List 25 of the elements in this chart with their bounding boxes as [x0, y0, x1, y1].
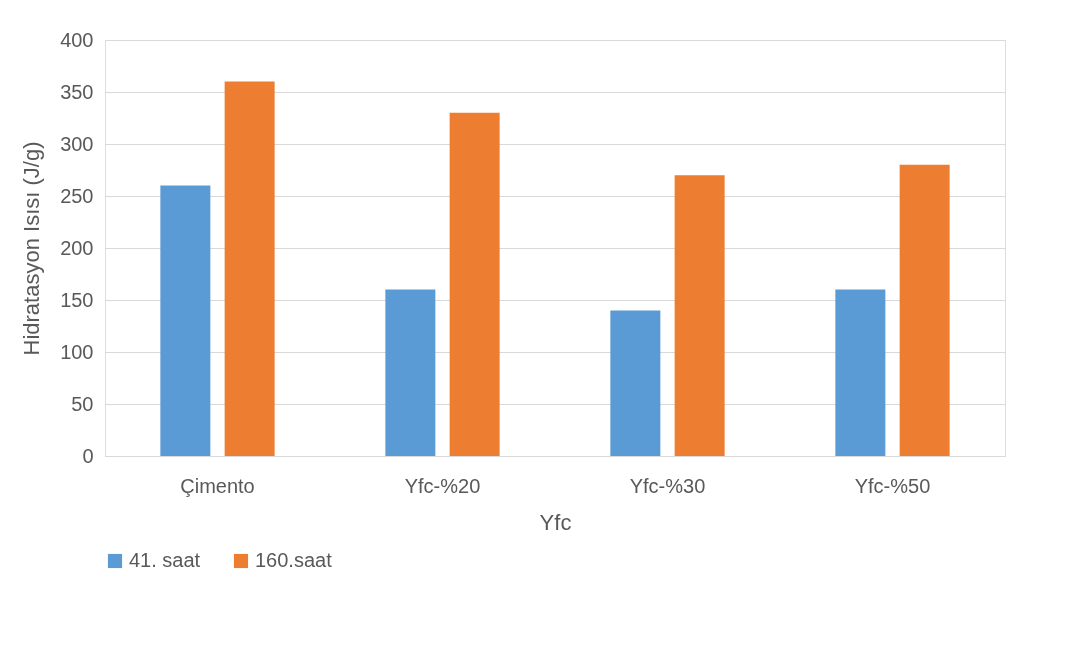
- x-tick-label: Yfc-%20: [404, 474, 481, 497]
- y-tick-label: 100: [60, 340, 94, 363]
- y-tick-label: 350: [60, 80, 94, 103]
- y-tick-label: 300: [60, 132, 94, 155]
- bar: [449, 112, 500, 456]
- bar: [674, 175, 725, 456]
- y-tick-label: 250: [60, 184, 94, 207]
- y-tick-label: 150: [60, 288, 94, 311]
- bar: [835, 289, 886, 456]
- legend-label: 41. saat: [129, 549, 201, 571]
- y-tick-label: 200: [60, 236, 94, 259]
- y-axis-title: Hidratasyon Isısı (J/g): [19, 141, 45, 356]
- y-tick-label: 50: [71, 392, 94, 415]
- y-tick-label: 400: [60, 28, 94, 51]
- bar: [160, 185, 211, 456]
- y-tick-label: 0: [82, 444, 94, 467]
- x-tick-label: Yfc-%30: [629, 474, 706, 497]
- bar: [899, 164, 950, 456]
- x-tick-label: Yfc-%50: [854, 474, 931, 497]
- bar: [610, 310, 661, 456]
- bar: [224, 81, 275, 456]
- x-tick-label: Çimento: [180, 474, 255, 497]
- legend-label: 160.saat: [255, 549, 333, 571]
- bar: [385, 289, 436, 456]
- x-axis-title: Yfc: [539, 509, 572, 535]
